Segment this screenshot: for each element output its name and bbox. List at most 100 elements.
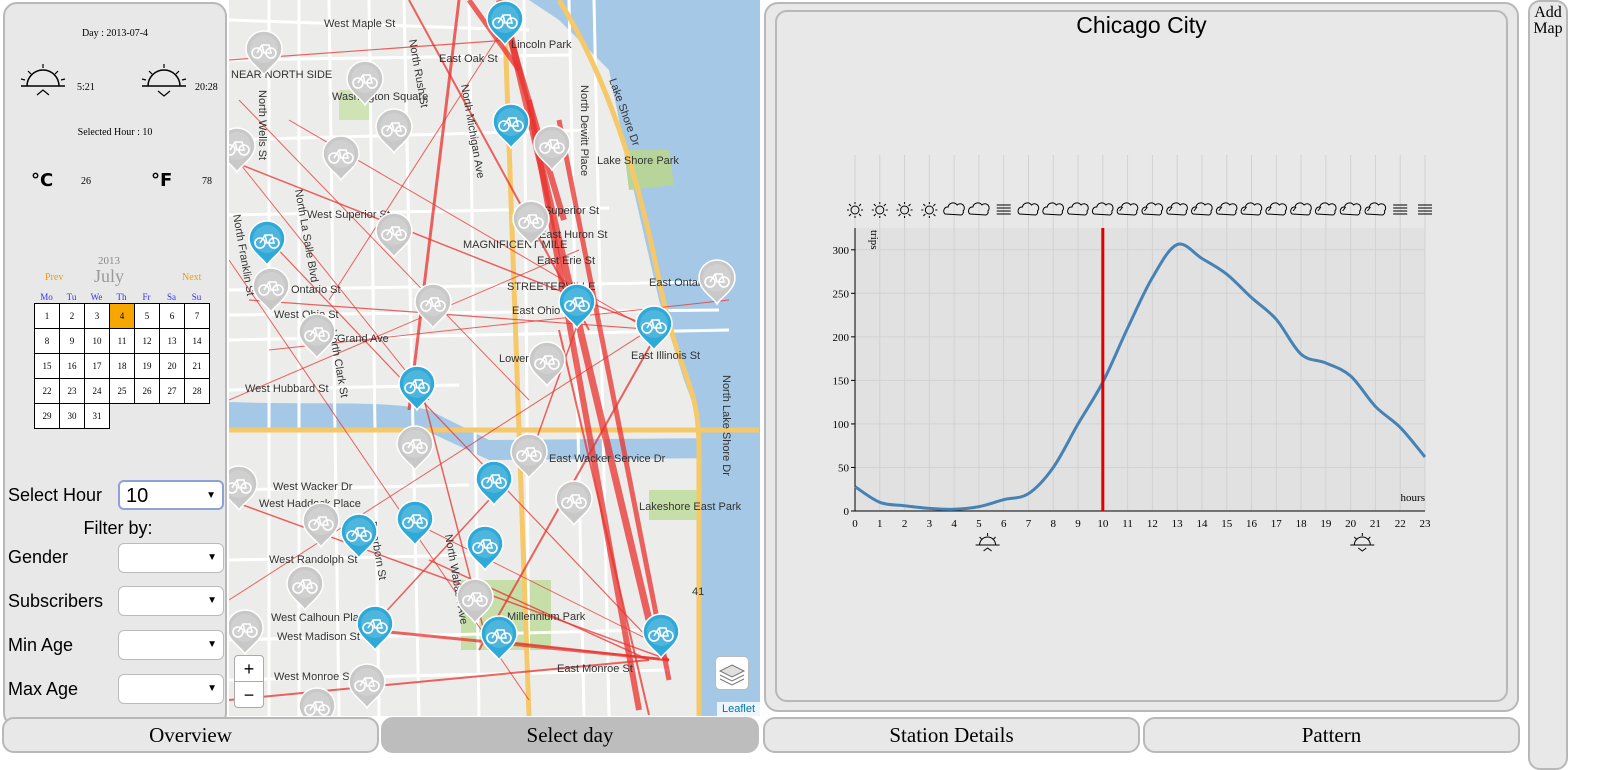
- subscribers-dropdown[interactable]: ▼: [118, 586, 224, 616]
- bike-station-icon[interactable]: [528, 341, 566, 388]
- tab-overview[interactable]: Overview: [2, 717, 379, 753]
- chart-title: Chicago City: [1076, 12, 1207, 38]
- tab-station-details[interactable]: Station Details: [763, 717, 1140, 753]
- bike-station-icon[interactable]: [414, 283, 452, 330]
- bike-station-icon[interactable]: [512, 200, 550, 247]
- calendar-day-16[interactable]: 16: [59, 353, 85, 379]
- map-street-label: East Wacker Service Dr: [549, 453, 666, 465]
- bike-station-icon[interactable]: [375, 212, 413, 259]
- bike-station-icon[interactable]: [229, 609, 264, 656]
- map-street-label: Lincoln Park: [511, 39, 572, 51]
- calendar-day-1[interactable]: 1: [34, 303, 60, 329]
- selected-hour-label: Selected Hour : 10: [77, 127, 153, 138]
- bike-station-icon[interactable]: [229, 465, 258, 512]
- calendar-day-17[interactable]: 17: [84, 353, 110, 379]
- bike-station-icon[interactable]: [252, 267, 290, 314]
- select-hour-dropdown[interactable]: 10 ▼: [118, 480, 224, 510]
- tab-pattern[interactable]: Pattern: [1143, 717, 1520, 753]
- bike-station-active-icon[interactable]: [466, 525, 504, 572]
- tab-select-day[interactable]: Select day: [381, 717, 759, 753]
- bike-station-icon[interactable]: [510, 433, 548, 480]
- x-tick-label: 21: [1370, 518, 1381, 530]
- layers-button[interactable]: [715, 656, 749, 690]
- leaflet-attribution-link[interactable]: Leaflet: [716, 702, 760, 716]
- add-map-button[interactable]: Add Map: [1528, 0, 1568, 770]
- calendar-day-9[interactable]: 9: [59, 328, 85, 354]
- calendar-day-20[interactable]: 20: [159, 353, 185, 379]
- map-street-label: West Hubbard St: [245, 383, 329, 395]
- rain-weather-icon: [1166, 202, 1188, 216]
- bike-station-icon[interactable]: [245, 30, 283, 77]
- bike-station-icon[interactable]: [698, 259, 736, 306]
- bike-station-active-icon[interactable]: [396, 500, 434, 547]
- bike-station-active-icon[interactable]: [398, 365, 436, 412]
- calendar-day-26[interactable]: 26: [134, 378, 160, 404]
- calendar-day-13[interactable]: 13: [159, 328, 185, 354]
- calendar-day-21[interactable]: 21: [184, 353, 210, 379]
- calendar-day-14[interactable]: 14: [184, 328, 210, 354]
- calendar-day-4[interactable]: 4: [109, 303, 135, 329]
- bike-station-icon[interactable]: [456, 578, 494, 625]
- min-age-dropdown[interactable]: ▼: [118, 630, 224, 660]
- calendar-day-12[interactable]: 12: [134, 328, 160, 354]
- calendar-day-7[interactable]: 7: [184, 303, 210, 329]
- bike-station-active-icon[interactable]: [486, 0, 524, 47]
- calendar-day-19[interactable]: 19: [134, 353, 160, 379]
- station-map[interactable]: West Maple St East Oak St North Rush St Nor…: [229, 0, 760, 716]
- calendar-day-22[interactable]: 22: [34, 378, 60, 404]
- day-label: Day : 2013-07-4: [81, 28, 149, 39]
- bike-station-icon[interactable]: [229, 127, 256, 174]
- bike-station-icon[interactable]: [298, 313, 336, 360]
- calendar-day-30[interactable]: 30: [59, 403, 85, 429]
- bike-station-icon[interactable]: [302, 502, 340, 549]
- zoom-out-button[interactable]: −: [234, 681, 264, 708]
- max-age-dropdown[interactable]: ▼: [118, 674, 224, 704]
- calendar-day-15[interactable]: 15: [34, 353, 60, 379]
- bike-station-icon[interactable]: [375, 108, 413, 155]
- calendar-day-25[interactable]: 25: [109, 378, 135, 404]
- bike-station-active-icon[interactable]: [492, 103, 530, 150]
- map-street-label: Millennium Park: [507, 611, 586, 623]
- calendar-day-11[interactable]: 11: [109, 328, 135, 354]
- bike-station-icon[interactable]: [346, 60, 384, 107]
- y-tick-label: 50: [838, 462, 850, 474]
- bike-station-icon[interactable]: [555, 480, 593, 527]
- calendar-day-31[interactable]: 31: [84, 403, 110, 429]
- calendar-day-3[interactable]: 3: [84, 303, 110, 329]
- calendar-next-button[interactable]: Next: [182, 272, 202, 283]
- bike-station-active-icon[interactable]: [356, 605, 394, 652]
- trips-data-point: [1373, 405, 1377, 409]
- calendar-day-29[interactable]: 29: [34, 403, 60, 429]
- calendar-day-8[interactable]: 8: [34, 328, 60, 354]
- calendar-day-5[interactable]: 5: [134, 303, 160, 329]
- calendar-prev-button[interactable]: Prev: [45, 272, 64, 283]
- calendar-day-6[interactable]: 6: [159, 303, 185, 329]
- x-tick-label: 1: [877, 518, 883, 530]
- bike-station-icon[interactable]: [533, 125, 571, 172]
- bike-station-active-icon[interactable]: [558, 283, 596, 330]
- calendar-day-24[interactable]: 24: [84, 378, 110, 404]
- bike-station-active-icon[interactable]: [642, 613, 680, 660]
- subscribers-label: Subscribers: [8, 591, 104, 611]
- bike-station-active-icon[interactable]: [340, 513, 378, 560]
- calendar-day-28[interactable]: 28: [184, 378, 210, 404]
- calendar-grid: 1 2 3 4 5 6 7 8 9 10 11 12 13 14 15 16 17 18 19 20 21 22 23 24 2…: [34, 303, 210, 429]
- gender-dropdown[interactable]: ▼: [118, 543, 224, 573]
- bike-station-active-icon[interactable]: [248, 220, 286, 267]
- bike-station-icon[interactable]: [322, 135, 360, 182]
- bike-station-active-icon[interactable]: [475, 460, 513, 507]
- y-tick-label: 150: [833, 375, 850, 387]
- bike-station-active-icon[interactable]: [480, 615, 518, 662]
- bike-station-active-icon[interactable]: [635, 305, 673, 352]
- calendar-day-23[interactable]: 23: [59, 378, 85, 404]
- bike-station-icon[interactable]: [348, 663, 386, 710]
- calendar-day-2[interactable]: 2: [59, 303, 85, 329]
- calendar-day-18[interactable]: 18: [109, 353, 135, 379]
- calendar-day-27[interactable]: 27: [159, 378, 185, 404]
- bike-station-icon[interactable]: [298, 687, 336, 716]
- zoom-in-button[interactable]: +: [234, 655, 264, 682]
- bike-station-icon[interactable]: [396, 425, 434, 472]
- bike-station-icon[interactable]: [286, 565, 324, 612]
- calendar-day-10[interactable]: 10: [84, 328, 110, 354]
